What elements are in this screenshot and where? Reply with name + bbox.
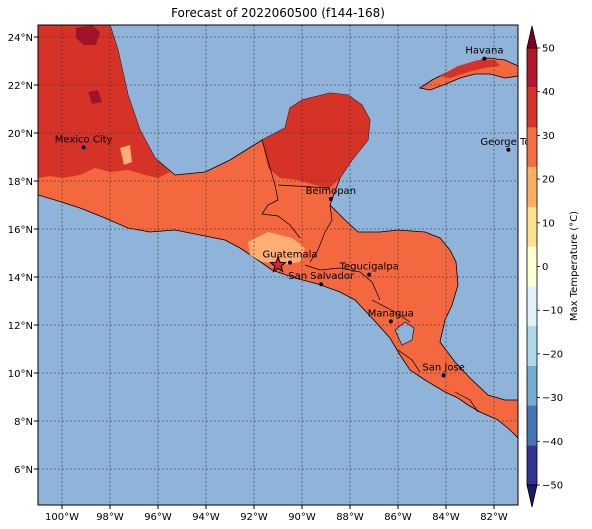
colorbar-band xyxy=(527,445,537,485)
lat-tick-label: 20°N xyxy=(8,129,33,140)
land-warm-patch-west xyxy=(120,145,132,165)
colorbar-band xyxy=(527,206,537,247)
city-label: Managua xyxy=(368,308,414,319)
colorbar-tick-label: −50 xyxy=(542,481,563,492)
colorbar-tick-label: 30 xyxy=(542,131,555,142)
colorbar-tick-label: −20 xyxy=(542,349,563,360)
land-warm-patch-guatemala xyxy=(248,232,305,265)
colorbar-tick-label: 20 xyxy=(542,175,555,186)
lon-tick-label: 100°W xyxy=(45,512,79,523)
lat-tick-label: 10°N xyxy=(8,369,33,380)
city-dot xyxy=(288,260,292,265)
lake-nicaragua xyxy=(394,321,415,346)
lat-tick-label: 8°N xyxy=(14,417,33,428)
city-label: San Jose xyxy=(422,362,464,373)
city-markers: Havana Mexico City George Tov Belmopan Guate… xyxy=(55,46,537,378)
colorbar-bottom-arrow xyxy=(526,484,538,508)
colorbar-band xyxy=(527,365,537,406)
city-label: Guatemala xyxy=(262,250,317,261)
colorbar-band xyxy=(527,167,537,207)
colorbar-band xyxy=(527,127,537,168)
city-dot xyxy=(328,197,333,201)
city-label: George Tov xyxy=(480,137,536,148)
colorbar-tick-label: −30 xyxy=(542,393,563,404)
lon-tick-label: 84°W xyxy=(432,512,460,523)
city-label: Tegucigalpa xyxy=(339,262,399,273)
colorbar-tick-label: 40 xyxy=(542,87,555,98)
lon-tick-label: 82°W xyxy=(480,512,508,523)
colorbar-tick-label: −10 xyxy=(542,306,563,317)
colorbar-tick-label: 50 xyxy=(542,44,555,55)
map-title: Forecast of 2022060500 (f144-168) xyxy=(171,6,385,20)
city-dot xyxy=(506,147,511,152)
lon-tick-label: 86°W xyxy=(384,512,412,523)
colorbar-tick-label: −40 xyxy=(542,437,563,448)
colorbar: 50 40 30 20 10 0 −10 −20 −30 −40 −50 xyxy=(526,25,563,508)
lat-tick-label: 16°N xyxy=(8,225,33,236)
lat-tick-label: 24°N xyxy=(8,33,33,44)
lon-tick-label: 92°W xyxy=(240,512,268,523)
lon-tick-label: 90°W xyxy=(288,512,316,523)
land-cuba-hot xyxy=(440,60,500,78)
land-hottest-patch xyxy=(76,25,100,45)
latitude-tick-labels: 6°N 8°N 10°N 12°N 14°N 16°N 18°N 20°N 22°N 24°N xyxy=(8,33,38,476)
city-dot xyxy=(441,373,446,378)
colorbar-top-arrow xyxy=(526,25,538,49)
lon-tick-label: 96°W xyxy=(144,512,172,523)
lat-tick-label: 6°N xyxy=(14,465,33,476)
city-dot xyxy=(482,56,487,61)
lat-tick-label: 22°N xyxy=(8,81,33,92)
land-hot-yucatan xyxy=(262,93,370,188)
city-label: Havana xyxy=(465,46,503,57)
colorbar-band xyxy=(527,87,537,128)
lat-tick-label: 14°N xyxy=(8,273,33,284)
city-dot xyxy=(319,282,324,287)
land-hottest-patch-2 xyxy=(88,90,102,104)
map-frame xyxy=(37,24,519,506)
colorbar-label: Max Temperature (°C) xyxy=(569,211,580,321)
gridlines xyxy=(38,25,518,505)
longitude-tick-labels: 100°W 98°W 96°W 94°W 92°W 90°W 88°W 86°W 84°W 82°… xyxy=(45,505,508,523)
city-dot xyxy=(388,319,393,324)
colorbar-band xyxy=(527,48,537,88)
city-label: Belmopan xyxy=(306,186,356,197)
colorbar-band xyxy=(527,326,537,366)
colorbar-tick-label: 0 xyxy=(542,262,548,273)
lat-tick-label: 18°N xyxy=(8,177,33,188)
forecast-location-marker xyxy=(269,255,287,273)
land-hot-northern-mexico xyxy=(38,25,170,178)
colorbar-band xyxy=(527,405,537,446)
colorbar-tick-label: 10 xyxy=(542,218,555,229)
lat-tick-label: 12°N xyxy=(8,321,33,332)
star-marker xyxy=(269,255,287,273)
lon-tick-label: 98°W xyxy=(96,512,124,523)
lon-tick-label: 88°W xyxy=(336,512,364,523)
city-label: San Salvador xyxy=(288,271,355,282)
map-panel: Havana Mexico City George Tov Belmopan Guate… xyxy=(37,24,537,506)
city-dot xyxy=(81,145,86,150)
city-dot xyxy=(367,272,372,277)
lon-tick-label: 94°W xyxy=(192,512,220,523)
colorbar-band xyxy=(527,286,537,327)
city-label: Mexico City xyxy=(55,134,113,145)
colorbar-band xyxy=(527,246,537,287)
